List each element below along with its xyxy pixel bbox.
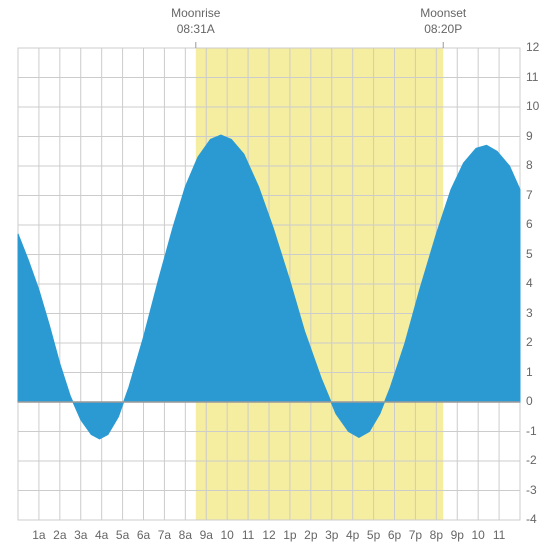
x-tick-label: 9a (196, 528, 216, 542)
x-tick-label: 4a (92, 528, 112, 542)
y-tick-label: 6 (526, 217, 533, 231)
x-tick-label: 6a (134, 528, 154, 542)
chart-svg (0, 0, 550, 550)
moonset-time: 08:20P (413, 22, 473, 36)
x-tick-label: 2a (50, 528, 70, 542)
x-tick-label: 11 (238, 528, 258, 542)
tide-chart: Moonrise08:31AMoonset08:20P-4-3-2-101234… (0, 0, 550, 550)
y-tick-label: 5 (526, 247, 533, 261)
y-tick-label: -1 (526, 424, 537, 438)
x-tick-label: 12 (259, 528, 279, 542)
moonset-label: Moonset (413, 6, 473, 20)
x-tick-label: 9p (447, 528, 467, 542)
x-tick-label: 10 (468, 528, 488, 542)
x-tick-label: 3a (71, 528, 91, 542)
moonrise-time: 08:31A (166, 22, 226, 36)
x-tick-label: 6p (385, 528, 405, 542)
x-tick-label: 1p (280, 528, 300, 542)
x-tick-label: 11 (489, 528, 509, 542)
y-tick-label: 7 (526, 188, 533, 202)
x-tick-label: 3p (322, 528, 342, 542)
y-tick-label: 12 (526, 40, 539, 54)
y-tick-label: -2 (526, 453, 537, 467)
y-tick-label: 2 (526, 335, 533, 349)
y-tick-label: 8 (526, 158, 533, 172)
y-tick-label: 3 (526, 306, 533, 320)
x-tick-label: 5p (364, 528, 384, 542)
y-tick-label: 9 (526, 129, 533, 143)
x-tick-label: 7p (405, 528, 425, 542)
y-tick-label: -4 (526, 512, 537, 526)
x-tick-label: 8a (175, 528, 195, 542)
y-tick-label: 4 (526, 276, 533, 290)
y-tick-label: 0 (526, 394, 533, 408)
x-tick-label: 4p (343, 528, 363, 542)
y-tick-label: -3 (526, 483, 537, 497)
y-tick-label: 1 (526, 365, 533, 379)
x-tick-label: 2p (301, 528, 321, 542)
y-tick-label: 11 (526, 70, 538, 84)
x-tick-label: 5a (113, 528, 133, 542)
moonrise-label: Moonrise (166, 6, 226, 20)
x-tick-label: 8p (426, 528, 446, 542)
x-tick-label: 7a (154, 528, 174, 542)
y-tick-label: 10 (526, 99, 539, 113)
x-tick-label: 10 (217, 528, 237, 542)
x-tick-label: 1a (29, 528, 49, 542)
